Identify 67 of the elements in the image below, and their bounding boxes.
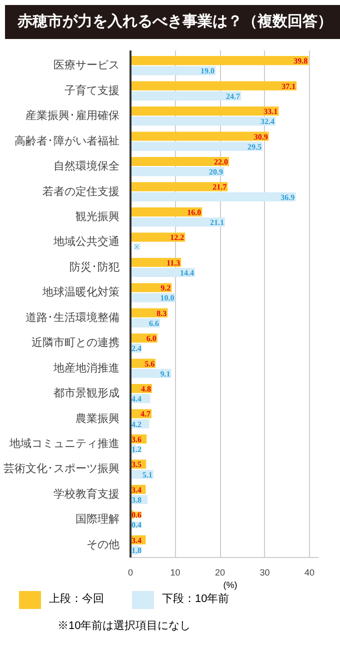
data-label: 21.1 — [210, 218, 224, 228]
y-tick-label: 地域公共交通 — [52, 235, 120, 248]
data-label: 37.1 — [282, 82, 296, 91]
data-label: 5.1 — [142, 470, 152, 480]
data-label: 3.4 — [132, 485, 142, 494]
y-tick-label: 農業振興 — [76, 412, 120, 425]
y-tick-label: 防災･防犯 — [70, 260, 120, 274]
y-tick-label: 自然環境保全 — [54, 160, 120, 173]
data-label: 29.5 — [248, 142, 262, 152]
y-tick-label: 都市景観形成 — [54, 386, 120, 400]
data-label: 30.9 — [254, 132, 268, 142]
legend-label: 下段：10年前 — [162, 592, 230, 608]
data-label: 12.2 — [170, 233, 184, 242]
data-label: 21.7 — [212, 182, 227, 192]
data-label: 3.8 — [132, 495, 142, 504]
x-tick-label: 20 — [215, 568, 226, 578]
y-tick-label: 地産地消推進 — [52, 361, 120, 374]
data-label: 4.8 — [140, 384, 151, 394]
data-label: 11.3 — [166, 258, 180, 268]
y-tick-label: 芸術文化･スポーツ振興 — [4, 462, 120, 476]
y-tick-label: その他 — [86, 538, 120, 551]
data-label: 4.7 — [140, 410, 151, 419]
data-label: 6.0 — [146, 334, 156, 344]
y-tick-label: 医療サービス — [54, 58, 120, 72]
x-axis-title: (%) — [222, 579, 238, 591]
data-label: 33.1 — [264, 107, 278, 116]
annotation: ※ — [134, 242, 140, 252]
data-label: 2.4 — [132, 344, 142, 354]
y-tick-label: 地球温暖化対策 — [42, 286, 120, 299]
data-label: 32.4 — [260, 117, 275, 126]
y-tick-label: 近隣市町との連携 — [32, 336, 120, 350]
data-label: 9.2 — [160, 284, 171, 293]
y-tick-label: 産業振興･雇用確保 — [26, 109, 120, 122]
data-label: 3.4 — [132, 536, 142, 545]
y-tick-label: 地域コミュニティ推進 — [8, 436, 120, 450]
data-label: 14.4 — [180, 268, 194, 278]
y-tick-label: 道路･生活環境整備 — [26, 310, 120, 324]
text: ※10年前は選択項目になし — [56, 619, 192, 634]
data-label: 3.5 — [132, 460, 142, 470]
data-label: 19.0 — [200, 66, 215, 76]
y-tick-label: 観光振興 — [76, 210, 120, 223]
data-label: 3.6 — [132, 434, 142, 444]
x-tick-label: 30 — [260, 568, 270, 578]
y-tick-label: 若者の定住支援 — [42, 184, 120, 198]
data-label: 16.0 — [187, 208, 202, 217]
chart-title: 赤穂市が力を入れるべき事業は？（複数回答） — [18, 12, 332, 32]
data-label: 39.8 — [294, 56, 308, 66]
data-label: 22.0 — [214, 157, 228, 166]
y-tick-label: 国際理解 — [76, 514, 120, 526]
data-label: 4.4 — [132, 394, 142, 404]
data-label: 5.6 — [144, 359, 155, 368]
data-label: 9.1 — [160, 369, 170, 378]
data-label: 6.6 — [149, 318, 160, 328]
legend-label: 上段：今回 — [49, 592, 104, 608]
x-tick-label: 10 — [170, 568, 180, 578]
data-label: 10.0 — [160, 294, 174, 303]
data-label: 20.9 — [209, 168, 224, 177]
y-tick-label: 子育て支援 — [64, 84, 120, 97]
y-tick-label: 高齢者･障がい者福祉 — [14, 134, 120, 148]
data-label: 0.4 — [132, 520, 142, 530]
data-label: 4.2 — [132, 420, 142, 429]
data-label: 36.9 — [280, 192, 295, 202]
data-label: 24.7 — [226, 92, 240, 101]
x-tick-label: 0 — [128, 568, 134, 578]
y-tick-label: 学校教育支援 — [54, 487, 120, 500]
data-label: 8.3 — [156, 308, 167, 318]
x-tick-label: 40 — [304, 568, 315, 578]
